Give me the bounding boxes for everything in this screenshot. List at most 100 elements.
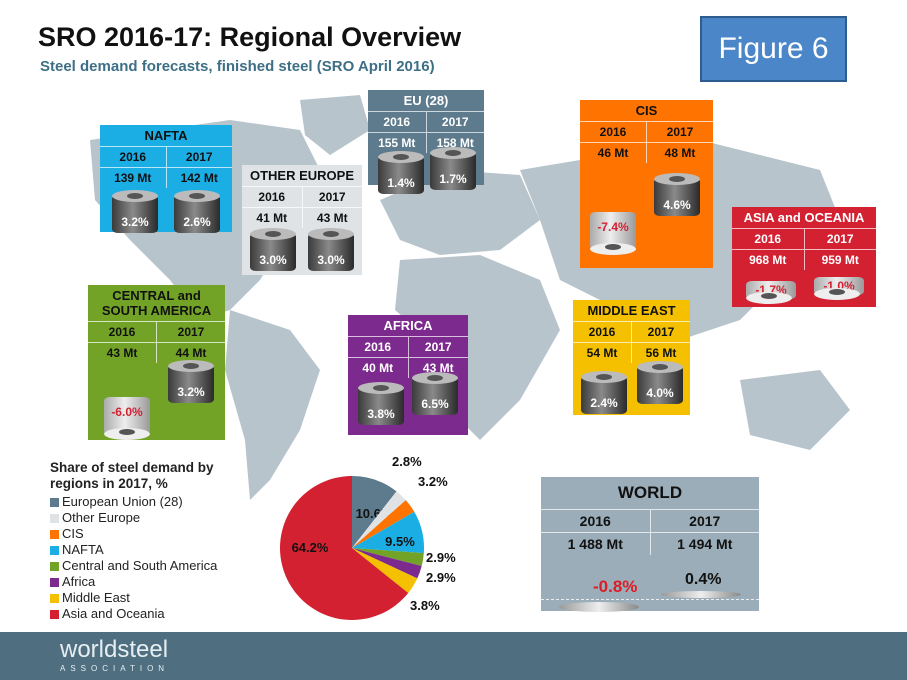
change-2016-cylinder-icon: -6.0% (104, 397, 150, 440)
legend-item: CIS (50, 526, 265, 542)
legend-item: Africa (50, 574, 265, 590)
change-2017-cylinder-icon: 3.2% (168, 360, 214, 403)
legend-label: Africa (62, 574, 96, 589)
legend-label: European Union (28) (62, 494, 183, 509)
pie-slice-6 (352, 548, 422, 579)
region-name: CIS (580, 100, 713, 122)
year-2017: 2017 (177, 325, 205, 339)
change-2017: 4.6% (663, 198, 691, 212)
legend-swatch (50, 513, 59, 523)
year-2016: 2016 (242, 187, 303, 207)
region-name: CENTRAL and SOUTH AMERICA (88, 285, 225, 322)
change-2016-cylinder-icon: -7.4% (590, 212, 636, 255)
change-2017: 6.5% (421, 397, 449, 411)
year-2017: 2017 (666, 125, 694, 139)
legend-items: European Union (28) Other Europe CIS NAFTA C… (50, 494, 265, 622)
region-name: OTHER EUROPE (242, 165, 362, 187)
change-2017-cylinder-icon: 4.6% (654, 173, 700, 216)
change-2017: -1.0% (823, 279, 855, 293)
region-name: AFRICA (348, 315, 468, 337)
legend-swatch (50, 561, 59, 571)
value-2017: 158 Mt (436, 136, 474, 150)
pie-chart: 10.6%2.8%3.2%9.5%2.9%2.9%3.8%64.2% (280, 454, 456, 620)
change-2016: -7.4% (597, 220, 629, 234)
value-2017: 43 Mt (422, 361, 454, 375)
map-south-america (225, 310, 320, 500)
pie-label-8: 64.2% (292, 540, 329, 555)
value-2016: 54 Mt (573, 343, 632, 363)
region-box-asia: ASIA and OCEANIA 2016 2017 968 Mt 959 Mt -1… (732, 207, 876, 307)
value-2017: 959 Mt (821, 253, 859, 267)
logo-text: worldsteel (60, 636, 169, 663)
pie-label-6: 2.9% (426, 570, 456, 585)
map-australia (740, 370, 850, 450)
world-baseline (541, 599, 759, 600)
value-2017: 43 Mt (316, 211, 348, 225)
value-2016: 41 Mt (242, 208, 303, 228)
region-box-other-europe: OTHER EUROPE 2016 2017 41 Mt 43 Mt 3.0% 3.0% (242, 165, 362, 275)
change-2016: 3.2% (121, 215, 149, 229)
change-2017: 4.0% (646, 386, 674, 400)
region-name: ASIA and OCEANIA (732, 207, 876, 229)
pie-slice-1 (352, 476, 397, 548)
legend-label: Other Europe (62, 510, 141, 525)
pie-label-4: 9.5% (385, 534, 415, 549)
year-2016: 2016 (88, 322, 157, 342)
year-2016: 2016 (100, 147, 167, 167)
pie-title: Share of steel demand by regions in 2017… (50, 460, 214, 491)
year-2017: 2017 (647, 325, 675, 339)
pie-label-3: 3.2% (418, 474, 448, 489)
change-2016: 1.4% (387, 176, 415, 190)
region-box-cis: CIS 2016 2017 46 Mt 48 Mt -7.4% 4.6% (580, 100, 713, 268)
value-2016: 43 Mt (88, 343, 157, 363)
legend-item: NAFTA (50, 542, 265, 558)
legend-item: Asia and Oceania (50, 606, 265, 622)
map-greenland (300, 95, 370, 155)
world-year-2017: 2017 (689, 513, 721, 529)
year-2017: 2017 (441, 115, 469, 129)
year-2016: 2016 (368, 112, 427, 132)
world-change-2017: 0.4% (685, 571, 722, 588)
change-2017-cylinder-icon: 6.5% (412, 372, 458, 415)
change-2016: 3.8% (367, 407, 395, 421)
legend-swatch (50, 609, 59, 619)
change-2017: 3.0% (317, 253, 345, 267)
region-box-eu: EU (28) 2016 2017 155 Mt 158 Mt 1.4% 1.7% (368, 90, 484, 194)
legend-swatch (50, 497, 59, 507)
change-2016: -1.7% (755, 283, 787, 297)
region-box-middle-east: MIDDLE EAST 2016 2017 54 Mt 56 Mt 2.4% 4.0% (573, 300, 690, 415)
value-2016: 40 Mt (348, 358, 409, 378)
change-2017-cylinder-icon: 3.0% (308, 228, 354, 271)
worldsteel-logo: worldsteel ASSOCIATION (60, 636, 169, 674)
region-name: EU (28) (368, 90, 484, 112)
year-2017: 2017 (185, 150, 213, 164)
change-2016-cylinder-icon: -1.7% (746, 281, 796, 304)
year-2016: 2016 (580, 122, 647, 142)
change-2017: 1.7% (439, 172, 467, 186)
legend-label: CIS (62, 526, 84, 541)
region-box-csa: CENTRAL and SOUTH AMERICA 2016 2017 43 Mt… (88, 285, 225, 440)
legend-item: European Union (28) (50, 494, 265, 510)
change-2017-cylinder-icon: 1.7% (430, 147, 476, 190)
world-title: WORLD (541, 477, 759, 510)
change-2017: 2.6% (183, 215, 211, 229)
value-2017: 44 Mt (175, 346, 207, 360)
pie-slice-4 (352, 511, 424, 554)
pie-legend: Share of steel demand by regions in 2017… (50, 460, 265, 622)
legend-swatch (50, 593, 59, 603)
region-name: NAFTA (100, 125, 232, 147)
value-2016: 46 Mt (580, 143, 647, 163)
value-2017: 56 Mt (645, 346, 677, 360)
page-subtitle: Steel demand forecasts, finished steel (… (40, 58, 435, 75)
change-2016-cylinder-icon: 3.0% (250, 228, 296, 271)
legend-swatch (50, 529, 59, 539)
year-2016: 2016 (732, 229, 805, 249)
change-2016: 3.0% (259, 253, 287, 267)
legend-item: Middle East (50, 590, 265, 606)
pie-label-7: 3.8% (410, 598, 440, 613)
pie-slice-2 (352, 491, 406, 548)
change-2017-cylinder-icon: 2.6% (174, 190, 220, 233)
map-africa (395, 255, 560, 440)
year-2017: 2017 (424, 340, 452, 354)
